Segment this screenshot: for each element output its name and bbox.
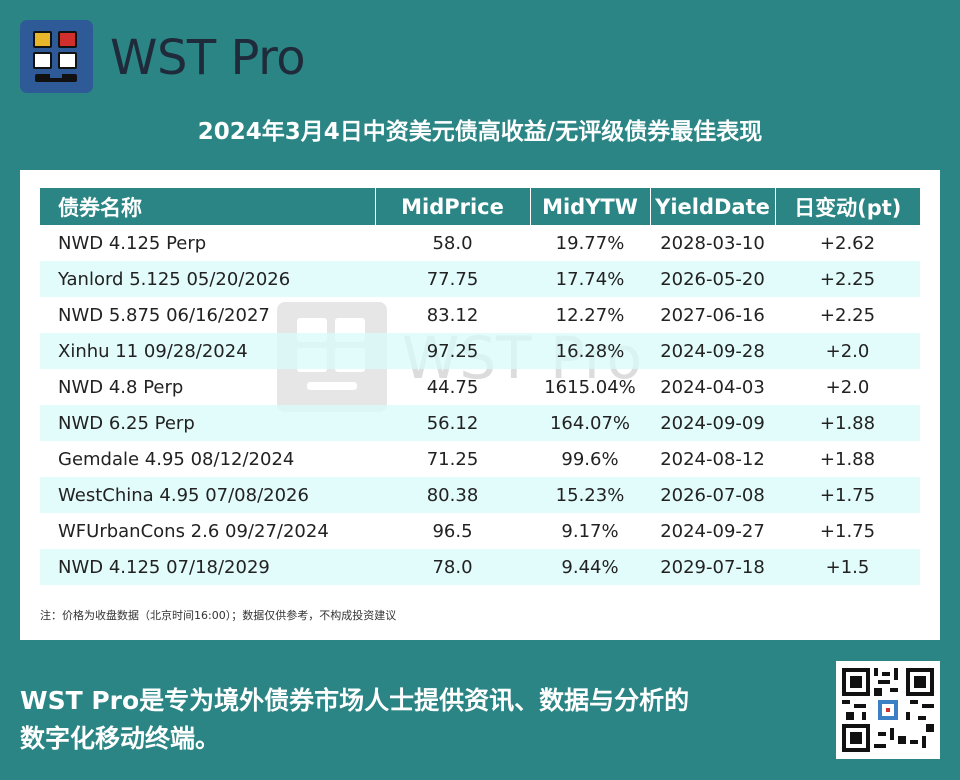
bond-name-cell: NWD 4.8 Perp <box>58 376 184 398</box>
table-row: NWD 6.25 Perp 56.12 164.07% 2024-09-09 +1.88 <box>40 405 920 441</box>
header-yield-date: YieldDate <box>650 188 776 225</box>
bond-name-cell: WestChina 4.95 07/08/2026 <box>40 477 375 513</box>
footer-text: WST Pro是专为境外债券市场人士提供资讯、数据与分析的 数字化移动终端。 <box>20 682 800 758</box>
disclaimer-note: 注：价格为收盘数据（北京时间16:00）；数据仅供参考，不构成投资建议 <box>40 609 397 622</box>
table-card: WST Pro 债券名称 MidPrice MidYTW YieldDate 日… <box>20 170 940 640</box>
daily-change-cell: +1.75 <box>775 477 920 513</box>
footer-line-2: 数字化移动终端。 <box>20 724 221 753</box>
table-row: Xinhu 11 09/28/2024 97.25 16.28% 2024-09-28… <box>40 333 920 369</box>
mid-price-cell: 58.0 <box>432 232 473 254</box>
daily-change-cell: +2.62 <box>819 232 876 254</box>
mid-price-cell: 83.12 <box>426 304 479 326</box>
yield-date-cell: 2024-09-28 <box>650 333 775 369</box>
table-row: WFUrbanCons 2.6 09/27/2024 96.5 9.17% 2024-… <box>40 513 920 549</box>
yield-date-cell: 2026-05-20 <box>650 261 775 297</box>
daily-change-cell: +2.0 <box>775 333 920 369</box>
mid-ytw-cell: 17.74% <box>530 261 650 297</box>
table-row: NWD 4.125 07/18/2029 78.0 9.44% 2029-07-18 +… <box>40 549 920 585</box>
table-row: Yanlord 5.125 05/20/2026 77.75 17.74% 2026-… <box>40 261 920 297</box>
mid-ytw-cell: 9.44% <box>530 549 650 585</box>
yield-date-cell: 2027-06-16 <box>660 304 765 326</box>
table-row: NWD 4.125 Perp 58.0 19.77% 2028-03-10 +2.62 <box>40 225 920 261</box>
bond-name-cell: Gemdale 4.95 08/12/2024 <box>58 448 295 470</box>
yield-date-cell: 2024-09-27 <box>660 520 765 542</box>
bond-table: 债券名称 MidPrice MidYTW YieldDate 日变动(pt) N… <box>40 188 920 585</box>
mid-price-cell: 97.25 <box>375 333 530 369</box>
bond-name-cell: NWD 4.125 Perp <box>58 232 207 254</box>
bond-name-cell: NWD 6.25 Perp <box>40 405 375 441</box>
yield-date-cell: 2024-08-12 <box>660 448 765 470</box>
yield-date-cell: 2024-04-03 <box>660 376 765 398</box>
yield-date-cell: 2028-03-10 <box>660 232 765 254</box>
bond-name-cell: NWD 5.875 06/16/2027 <box>58 304 270 326</box>
mid-price-cell: 71.25 <box>426 448 479 470</box>
brand-name: WST Pro <box>110 30 306 86</box>
mid-price-cell: 77.75 <box>375 261 530 297</box>
bond-name-cell: Yanlord 5.125 05/20/2026 <box>40 261 375 297</box>
page-title: 2024年3月4日中资美元债高收益/无评级债券最佳表现 <box>197 119 763 145</box>
yield-date-cell: 2024-09-09 <box>650 405 775 441</box>
daily-change-cell: +2.25 <box>775 261 920 297</box>
mid-price-cell: 80.38 <box>375 477 530 513</box>
mid-ytw-cell: 16.28% <box>530 333 650 369</box>
daily-change-cell: +1.88 <box>775 405 920 441</box>
daily-change-cell: +2.0 <box>825 376 870 398</box>
mid-price-cell: 56.12 <box>375 405 530 441</box>
header-mid-price: MidPrice <box>375 188 531 225</box>
mid-ytw-cell: 164.07% <box>530 405 650 441</box>
daily-change-cell: +1.88 <box>819 448 876 470</box>
footer-line-1: WST Pro是专为境外债券市场人士提供资讯、数据与分析的 <box>20 686 690 715</box>
header-bond-name: 债券名称 <box>40 188 376 225</box>
bond-name-cell: NWD 4.125 07/18/2029 <box>40 549 375 585</box>
mid-price-cell: 78.0 <box>375 549 530 585</box>
daily-change-cell: +1.5 <box>775 549 920 585</box>
bond-name-cell: Xinhu 11 09/28/2024 <box>40 333 375 369</box>
table-row: NWD 4.8 Perp 44.75 1615.04% 2024-04-03 +2.0 <box>40 369 920 405</box>
mid-ytw-cell: 12.27% <box>555 304 625 326</box>
daily-change-cell: +2.25 <box>819 304 876 326</box>
mid-ytw-cell: 9.17% <box>561 520 619 542</box>
mid-ytw-cell: 19.77% <box>555 232 625 254</box>
mid-ytw-cell: 1615.04% <box>544 376 636 398</box>
mid-price-cell: 44.75 <box>426 376 479 398</box>
wst-logo-icon <box>20 20 93 93</box>
header-mid-ytw: MidYTW <box>530 188 651 225</box>
yield-date-cell: 2026-07-08 <box>650 477 775 513</box>
qr-code-icon[interactable] <box>836 661 940 759</box>
table-header-row: 债券名称 MidPrice MidYTW YieldDate 日变动(pt) <box>40 188 920 225</box>
table-row: WestChina 4.95 07/08/2026 80.38 15.23% 2026… <box>40 477 920 513</box>
mid-ytw-cell: 15.23% <box>530 477 650 513</box>
mid-price-cell: 96.5 <box>432 520 473 542</box>
yield-date-cell: 2029-07-18 <box>650 549 775 585</box>
daily-change-cell: +1.75 <box>819 520 876 542</box>
table-row: Gemdale 4.95 08/12/2024 71.25 99.6% 2024-08… <box>40 441 920 477</box>
mid-ytw-cell: 99.6% <box>561 448 619 470</box>
table-row: NWD 5.875 06/16/2027 83.12 12.27% 2027-06-1… <box>40 297 920 333</box>
bond-name-cell: WFUrbanCons 2.6 09/27/2024 <box>58 520 329 542</box>
header-daily-change: 日变动(pt) <box>775 188 920 225</box>
